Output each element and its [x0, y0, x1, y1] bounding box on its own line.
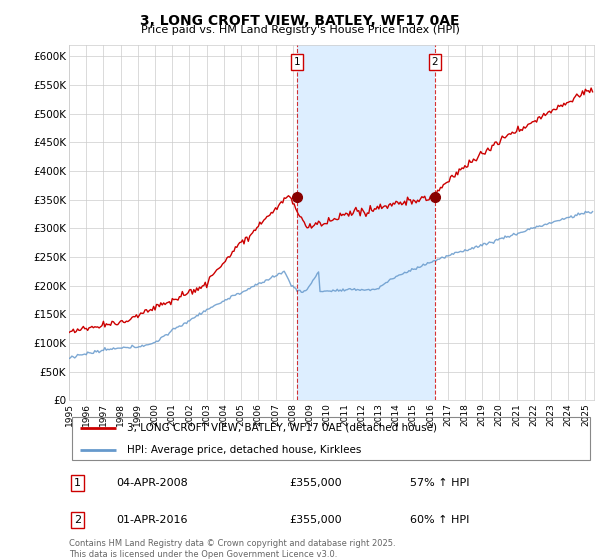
Text: 3, LONG CROFT VIEW, BATLEY, WF17 0AE: 3, LONG CROFT VIEW, BATLEY, WF17 0AE — [140, 14, 460, 28]
Text: 2: 2 — [74, 515, 82, 525]
Text: £355,000: £355,000 — [290, 478, 342, 488]
Text: 3, LONG CROFT VIEW, BATLEY, WF17 0AE (detached house): 3, LONG CROFT VIEW, BATLEY, WF17 0AE (de… — [127, 423, 437, 433]
Text: 1: 1 — [294, 57, 301, 67]
Text: 2: 2 — [431, 57, 438, 67]
Text: £355,000: £355,000 — [290, 515, 342, 525]
Text: 57% ↑ HPI: 57% ↑ HPI — [410, 478, 470, 488]
Text: 01-APR-2016: 01-APR-2016 — [116, 515, 188, 525]
Text: 60% ↑ HPI: 60% ↑ HPI — [410, 515, 470, 525]
Bar — [297, 45, 435, 400]
Text: 1: 1 — [74, 478, 81, 488]
Text: Contains HM Land Registry data © Crown copyright and database right 2025.
This d: Contains HM Land Registry data © Crown c… — [69, 539, 395, 559]
Text: HPI: Average price, detached house, Kirklees: HPI: Average price, detached house, Kirk… — [127, 445, 361, 455]
Text: Price paid vs. HM Land Registry's House Price Index (HPI): Price paid vs. HM Land Registry's House … — [140, 25, 460, 35]
Text: 04-APR-2008: 04-APR-2008 — [116, 478, 188, 488]
